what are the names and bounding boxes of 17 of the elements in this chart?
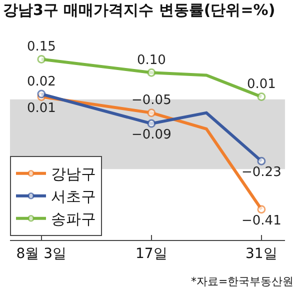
data-label: 0.01 [246,77,276,92]
data-label: −0.23 [242,165,282,180]
data-label: 0.02 [26,74,56,90]
x-tick-label: 31일 [246,246,278,262]
data-label: 0.01 [26,100,56,116]
data-label: −0.09 [132,128,172,143]
x-tick-label: 17일 [136,246,168,262]
chart-title: 강남3구 매매가격지수 변동률(단위=%) [3,0,276,19]
legend-label: 강남구 [51,165,96,184]
legend-label: 송파구 [51,210,96,228]
data-label: −0.05 [132,93,172,108]
text: *자료=한국부동산원 [191,275,294,288]
x-tick-label: 8월 3일 [16,246,67,262]
data-label: −0.41 [242,213,282,228]
data-label: 0.10 [136,52,166,68]
legend-label: 서초구 [51,188,96,206]
data-label: 0.15 [26,40,56,55]
